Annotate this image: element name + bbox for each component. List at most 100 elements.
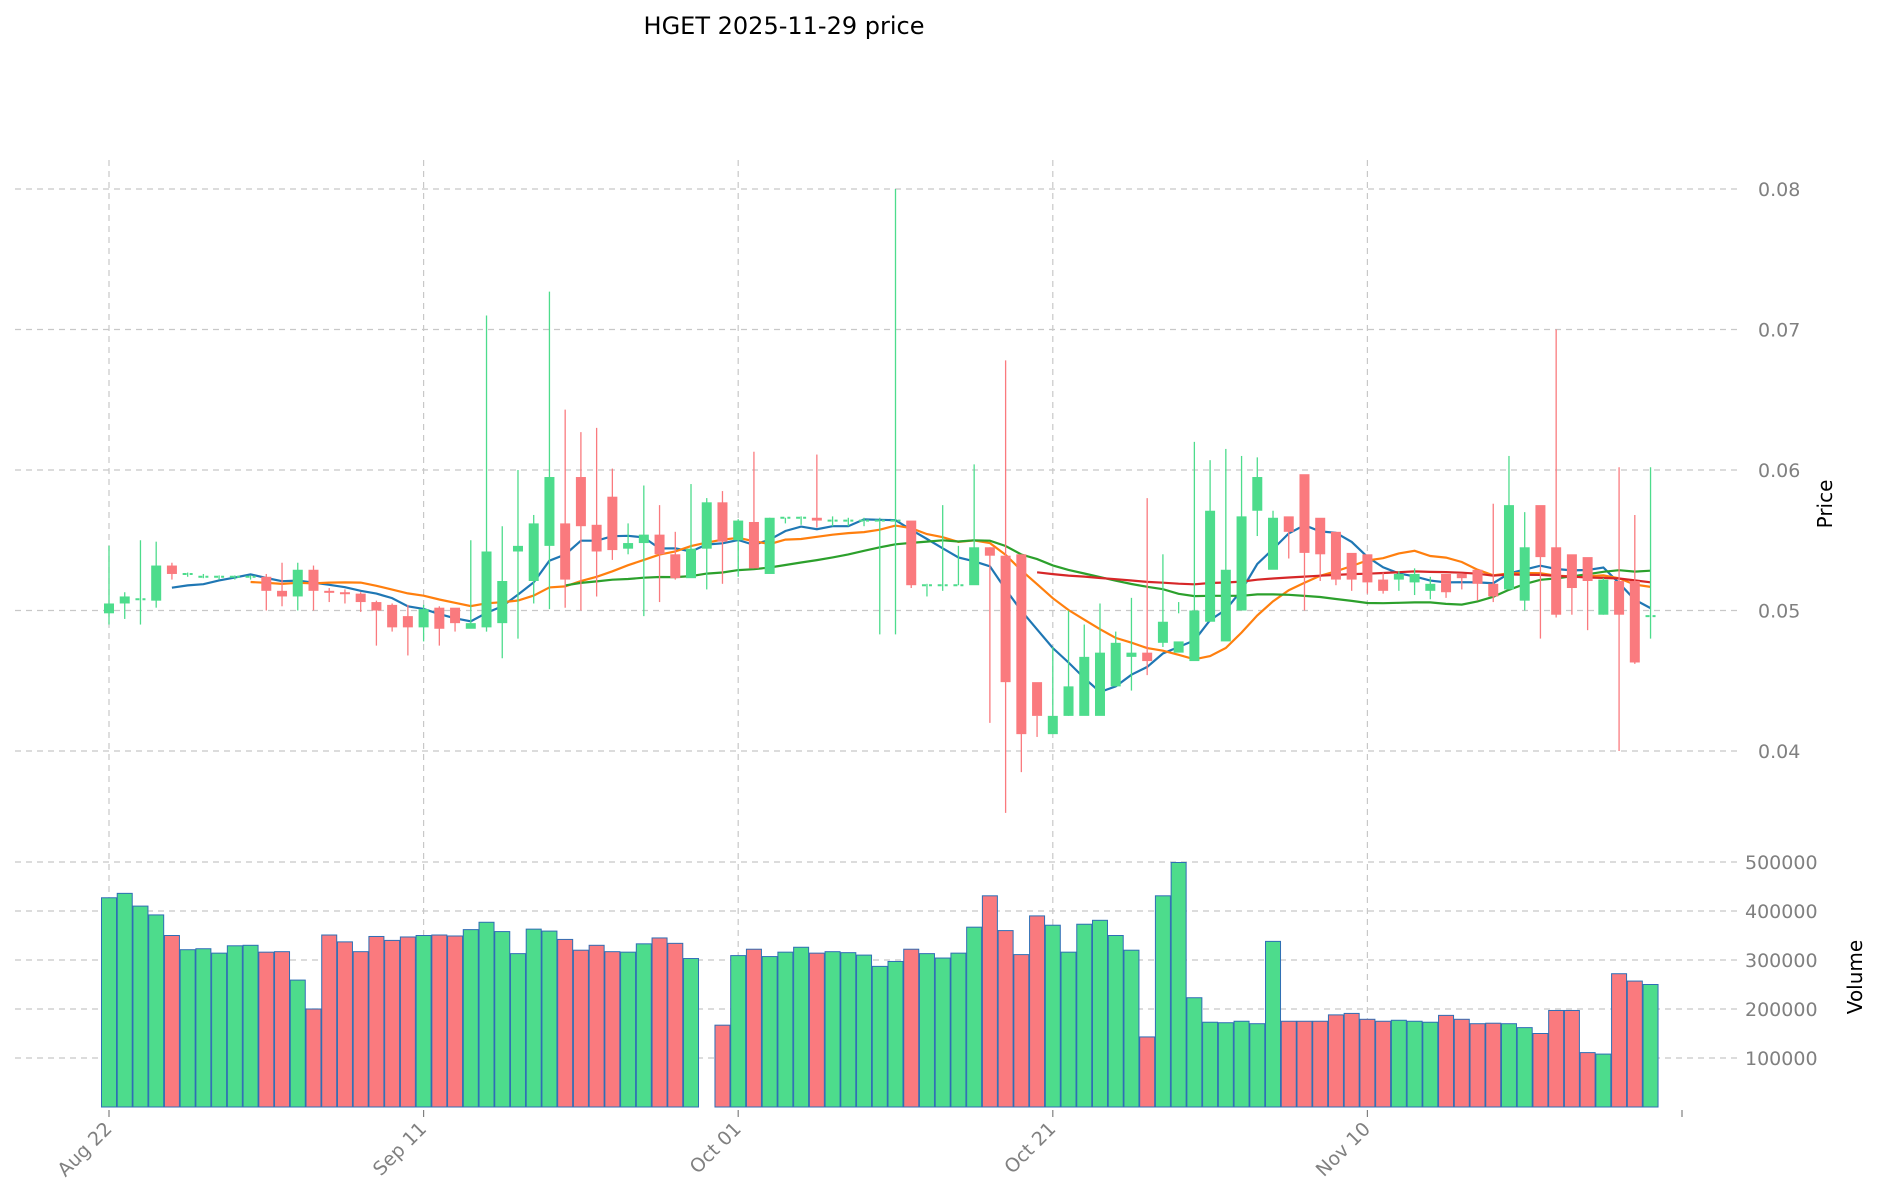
candle-2025-10-11 — [890, 189, 901, 635]
volume-bar-2025-11-04 — [1265, 940, 1282, 1108]
date-tick-label: Nov 10 — [1312, 1118, 1375, 1181]
candle-body — [497, 580, 508, 624]
candle-2025-09-02 — [277, 562, 288, 607]
volume-bar-2025-09-11 — [415, 935, 432, 1108]
candle-body — [1063, 686, 1074, 716]
candle-body — [811, 517, 822, 521]
candle-2025-10-23 — [1079, 624, 1090, 716]
volume-bar-2025-11-28 — [1642, 984, 1659, 1108]
candle-2025-09-22 — [591, 427, 602, 597]
volume-bar-2025-10-14 — [934, 957, 951, 1108]
volume-bar-2025-10-06 — [808, 952, 825, 1108]
volume-bar-2025-08-24 — [132, 905, 149, 1108]
candle-2025-10-30 — [1189, 441, 1200, 662]
volume-bar-2025-09-06 — [336, 941, 353, 1108]
candle-body — [1315, 517, 1326, 555]
candle-body — [481, 551, 492, 628]
candle-2025-08-30 — [229, 575, 240, 580]
volume-bar-2025-10-07 — [824, 951, 841, 1108]
volume-bar-2025-11-07 — [1312, 1020, 1329, 1108]
candle-2025-11-27 — [1629, 514, 1640, 664]
volume-bar-2025-08-25 — [148, 914, 165, 1108]
candle-body — [151, 565, 162, 601]
date-tick-label: Oct 01 — [686, 1118, 746, 1178]
candle-body — [512, 545, 523, 552]
candle-body — [1079, 656, 1090, 716]
candle-body — [1503, 505, 1514, 590]
candle-2025-09-27 — [670, 531, 681, 580]
volume-bar-2025-08-28 — [195, 948, 212, 1108]
candle-2025-11-15 — [1441, 573, 1452, 598]
volume-bar-2025-11-02 — [1233, 1020, 1250, 1108]
volume-bar-2025-11-21 — [1532, 1033, 1549, 1108]
volume-tick-label: 500000 — [1745, 852, 1818, 874]
volume-bar-2025-09-14 — [462, 929, 479, 1108]
candle-2025-11-19 — [1503, 455, 1514, 590]
candle-2025-09-23 — [607, 468, 618, 560]
candle-body — [984, 547, 995, 556]
candle-body — [418, 609, 429, 628]
volume-bar-2025-10-21 — [1044, 924, 1061, 1108]
volume-bar-2025-09-27 — [667, 942, 684, 1108]
candle-2025-09-20 — [560, 409, 571, 608]
volume-bar-2025-09-07 — [352, 951, 369, 1108]
candle-body — [1456, 573, 1467, 579]
candle-2025-09-17 — [512, 470, 523, 639]
candle-body — [1157, 621, 1168, 643]
volume-bar-2025-10-15 — [950, 952, 967, 1108]
price-tick-label: 0.04 — [1758, 741, 1800, 763]
volume-bar-2025-09-04 — [305, 1008, 322, 1108]
volume-bar-2025-09-01 — [258, 951, 275, 1108]
candle-2025-09-10 — [402, 604, 413, 656]
volume-bar-2025-09-08 — [368, 935, 385, 1108]
candle-2025-10-22 — [1063, 610, 1074, 716]
date-tick-label: Oct 21 — [1000, 1118, 1060, 1178]
candle-2025-11-01 — [1220, 448, 1231, 642]
candle-2025-10-24 — [1094, 603, 1105, 716]
volume-bar-2025-08-31 — [242, 944, 259, 1108]
candle-body — [1189, 610, 1200, 662]
candle-body — [1566, 554, 1577, 589]
candle-body — [1519, 547, 1530, 601]
candle-2025-11-22 — [1551, 329, 1562, 618]
candle-2025-09-26 — [654, 505, 665, 603]
volume-bar-2025-09-24 — [620, 951, 637, 1108]
candle-2025-08-22 — [104, 545, 114, 625]
candle-2025-08-25 — [151, 541, 162, 608]
candle-2025-09-13 — [450, 607, 461, 632]
candle-body — [277, 590, 288, 597]
volume-bar-2025-09-17 — [509, 953, 526, 1108]
volume-bar-2025-10-31 — [1202, 1021, 1219, 1108]
volume-tick-label: 100000 — [1745, 1048, 1818, 1070]
volume-bar-2025-09-09 — [384, 939, 401, 1108]
candle-2025-09-21 — [575, 432, 586, 611]
candle-body — [1488, 583, 1499, 597]
candle-body — [560, 523, 571, 580]
candle-body — [686, 548, 697, 579]
volume-tick-label: 400000 — [1745, 901, 1818, 923]
candle-2025-10-25 — [1110, 631, 1121, 687]
candle-2025-11-16 — [1456, 573, 1467, 590]
candle-body — [575, 477, 586, 527]
candle-2025-09-25 — [638, 485, 649, 617]
candle-body — [450, 607, 461, 624]
volume-bar-2025-10-18 — [997, 930, 1014, 1108]
candle-2025-09-30 — [717, 491, 728, 584]
candle-2025-11-11 — [1378, 572, 1389, 594]
volume-bar-2025-10-28 — [1154, 895, 1171, 1108]
volume-bar-2025-11-27 — [1626, 980, 1643, 1108]
volume-bar-2025-10-17 — [981, 895, 998, 1108]
candle-2025-11-03 — [1252, 457, 1263, 537]
volume-bar-2025-10-25 — [1107, 935, 1124, 1108]
volume-bar-2025-11-17 — [1469, 1023, 1486, 1108]
volume-bar-2025-11-26 — [1611, 973, 1628, 1108]
candle-2025-11-18 — [1488, 503, 1499, 603]
volume-bar-2025-10-19 — [1013, 954, 1030, 1108]
candle-body — [701, 502, 712, 549]
candle-body — [623, 543, 634, 549]
candle-2025-11-07 — [1315, 517, 1326, 581]
volume-bar-2025-09-19 — [541, 930, 558, 1108]
candle-2025-10-05 — [796, 516, 807, 525]
candle-body — [764, 517, 775, 574]
candle-body — [717, 502, 728, 542]
